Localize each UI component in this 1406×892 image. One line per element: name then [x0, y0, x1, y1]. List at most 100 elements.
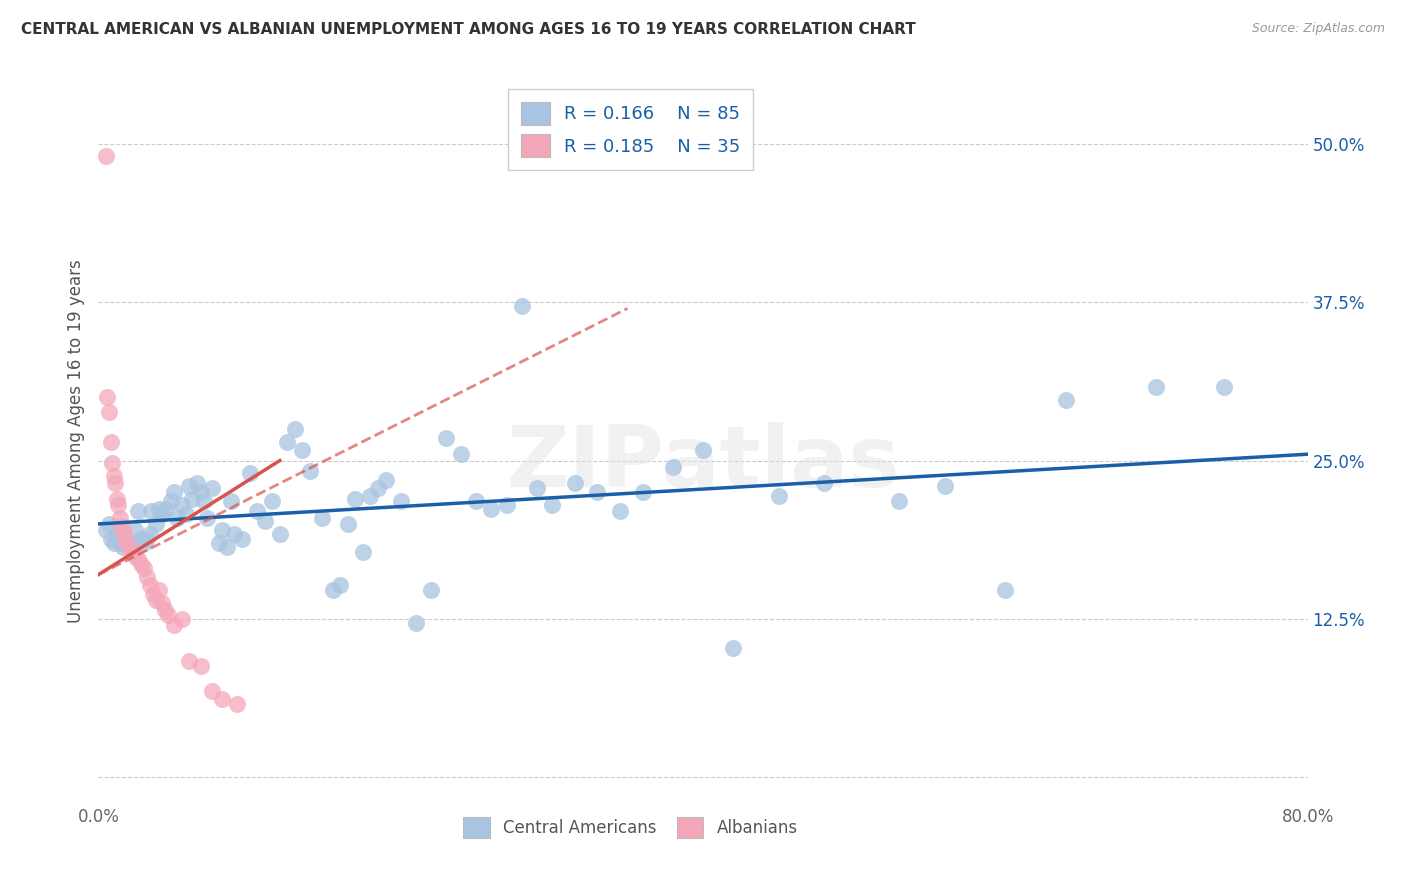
- Point: [135, 570, 157, 584]
- Point: [889, 494, 911, 508]
- Legend: Central Americans, Albanians: Central Americans, Albanians: [457, 810, 804, 845]
- Point: [111, 540, 134, 554]
- Point: [311, 510, 333, 524]
- Point: [299, 464, 322, 478]
- Point: [145, 593, 167, 607]
- Point: [114, 532, 136, 546]
- Point: [129, 532, 152, 546]
- Point: [201, 482, 224, 496]
- Point: [108, 536, 131, 550]
- Point: [246, 504, 269, 518]
- Point: [269, 527, 291, 541]
- Point: [201, 684, 224, 698]
- Point: [132, 536, 155, 550]
- Point: [276, 434, 298, 449]
- Text: CENTRAL AMERICAN VS ALBANIAN UNEMPLOYMENT AMONG AGES 16 TO 19 YEARS CORRELATION : CENTRAL AMERICAN VS ALBANIAN UNEMPLOYMEN…: [21, 22, 915, 37]
- Point: [190, 485, 212, 500]
- Point: [100, 532, 122, 546]
- Point: [495, 498, 517, 512]
- Point: [114, 536, 136, 550]
- Point: [135, 532, 157, 546]
- Point: [174, 507, 197, 521]
- Point: [124, 523, 146, 537]
- Point: [190, 659, 212, 673]
- Point: [105, 527, 128, 541]
- Point: [389, 494, 412, 508]
- Point: [934, 479, 956, 493]
- Point: [129, 558, 152, 572]
- Point: [193, 494, 215, 508]
- Point: [239, 467, 262, 481]
- Point: [121, 545, 143, 559]
- Point: [127, 552, 149, 566]
- Point: [145, 516, 167, 531]
- Point: [481, 501, 503, 516]
- Point: [104, 476, 127, 491]
- Y-axis label: Unemployment Among Ages 16 to 19 years: Unemployment Among Ages 16 to 19 years: [66, 260, 84, 624]
- Point: [692, 443, 714, 458]
- Point: [211, 691, 233, 706]
- Point: [211, 523, 233, 537]
- Point: [344, 491, 367, 506]
- Point: [179, 479, 201, 493]
- Point: [163, 618, 186, 632]
- Point: [186, 476, 208, 491]
- Point: [141, 504, 163, 518]
- Point: [1213, 380, 1236, 394]
- Point: [107, 498, 129, 512]
- Point: [101, 456, 124, 470]
- Point: [631, 485, 654, 500]
- Point: [148, 501, 170, 516]
- Point: [329, 578, 352, 592]
- Point: [153, 603, 176, 617]
- Point: [291, 443, 314, 458]
- Point: [374, 473, 396, 487]
- Point: [450, 447, 472, 461]
- Point: [224, 527, 246, 541]
- Point: [98, 516, 121, 531]
- Point: [352, 545, 374, 559]
- Point: [179, 654, 201, 668]
- Point: [124, 549, 146, 563]
- Point: [434, 431, 457, 445]
- Point: [118, 536, 141, 550]
- Point: [322, 582, 344, 597]
- Point: [148, 582, 170, 597]
- Point: [108, 510, 131, 524]
- Point: [103, 536, 125, 550]
- Text: Source: ZipAtlas.com: Source: ZipAtlas.com: [1251, 22, 1385, 36]
- Point: [181, 491, 204, 506]
- Point: [221, 494, 243, 508]
- Point: [768, 489, 790, 503]
- Point: [156, 608, 179, 623]
- Point: [231, 532, 253, 546]
- Point: [564, 476, 586, 491]
- Point: [103, 468, 125, 483]
- Point: [111, 523, 134, 537]
- Point: [215, 540, 238, 554]
- Point: [139, 527, 162, 541]
- Point: [526, 482, 548, 496]
- Point: [208, 536, 231, 550]
- Point: [100, 434, 122, 449]
- Point: [150, 595, 173, 609]
- Point: [586, 485, 609, 500]
- Point: [1144, 380, 1167, 394]
- Point: [1054, 392, 1077, 407]
- Point: [94, 523, 117, 537]
- Point: [107, 532, 129, 546]
- Point: [150, 507, 173, 521]
- Point: [253, 515, 276, 529]
- Point: [118, 540, 141, 554]
- Point: [405, 615, 427, 630]
- Point: [367, 482, 389, 496]
- Point: [142, 587, 165, 601]
- Point: [132, 561, 155, 575]
- Point: [195, 510, 218, 524]
- Point: [160, 494, 183, 508]
- Point: [661, 459, 683, 474]
- Point: [94, 149, 117, 163]
- Point: [420, 582, 443, 597]
- Point: [110, 523, 132, 537]
- Point: [170, 612, 193, 626]
